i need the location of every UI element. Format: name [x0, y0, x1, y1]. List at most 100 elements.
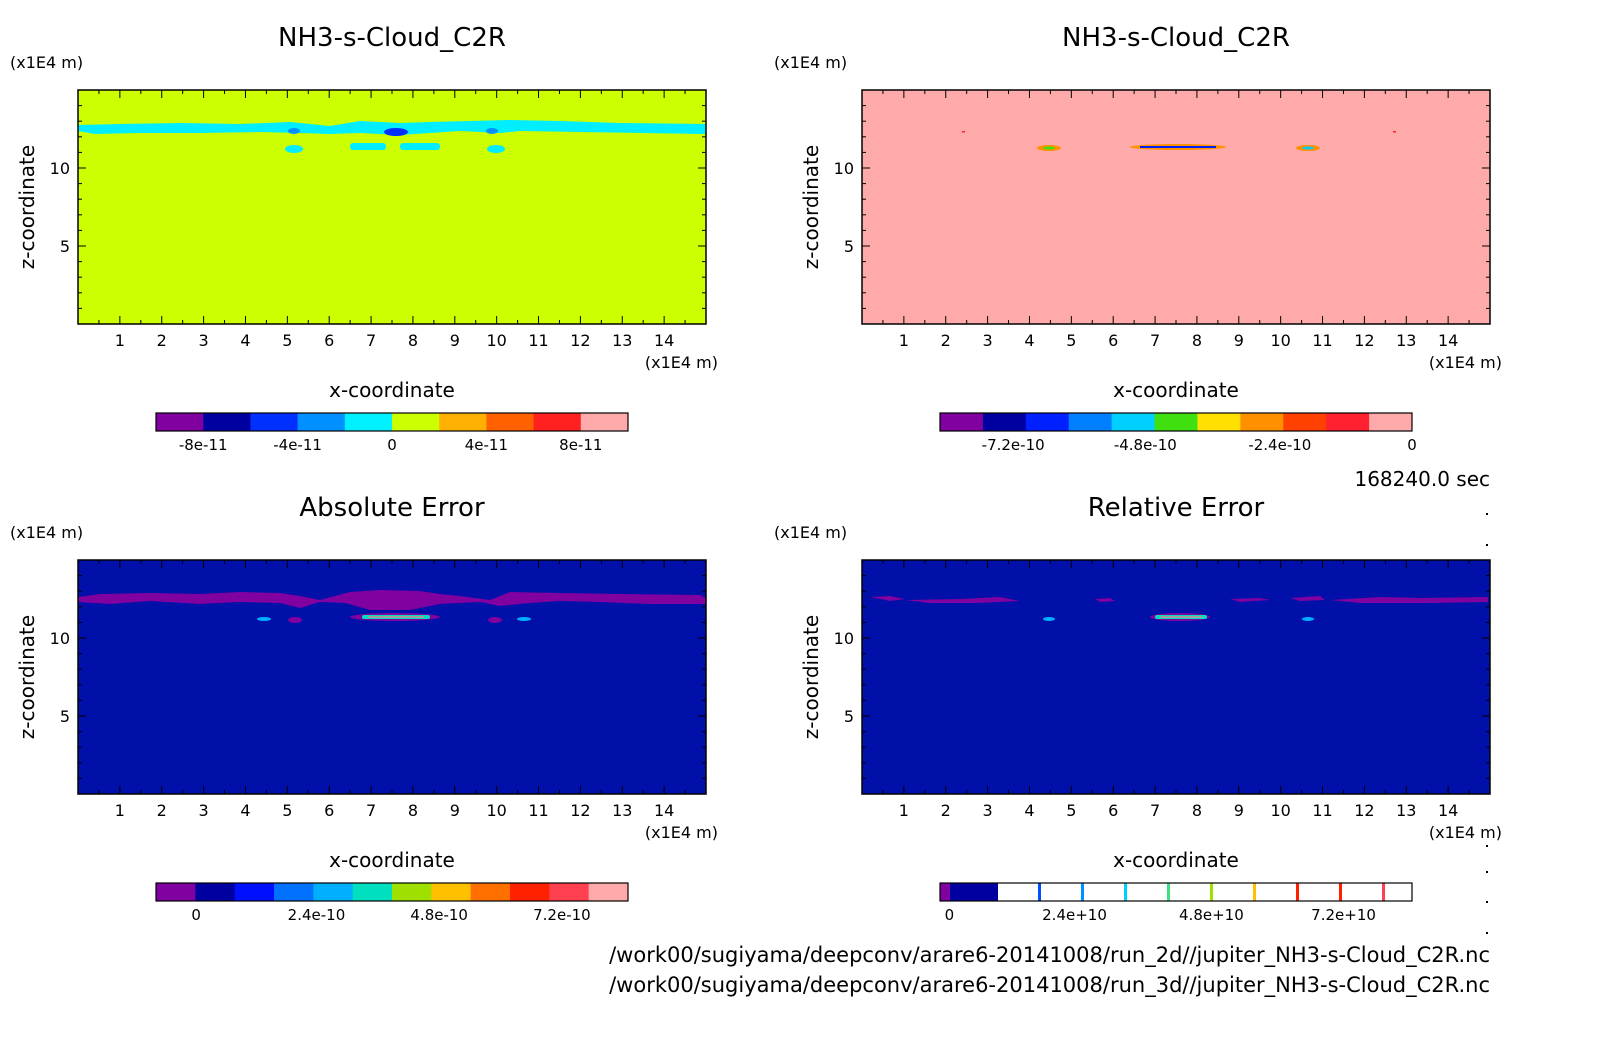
cloud-band-features	[962, 131, 1396, 151]
x-tick-label: 6	[1108, 801, 1118, 820]
margin-dots	[1486, 513, 1488, 934]
colorbar-cell	[313, 883, 354, 901]
file-path-run-3d: /work00/sugiyama/deepconv/arare6-2014100…	[609, 973, 1490, 998]
colorbar-label: 4.8e-10	[410, 906, 468, 924]
colorbar-label: 2.4e+10	[1042, 906, 1107, 924]
colorbar: 0 2.4e-10 4.8e-10 7.2e-10	[155, 882, 629, 924]
colorbar-cell	[950, 883, 998, 901]
x-tick-label: 11	[1312, 331, 1332, 350]
colorbar-label: -8e-11	[179, 436, 228, 454]
colorbar-cell	[1369, 413, 1413, 431]
colorbar-cell	[588, 883, 629, 901]
colorbar: -7.2e-10 -4.8e-10 -2.4e-10 0	[939, 412, 1417, 454]
x-tick-label: 4	[240, 331, 250, 350]
x-tick-label: 12	[1354, 331, 1374, 350]
colorbar-cell	[470, 883, 511, 901]
colorbar-label: -4.8e-10	[1114, 436, 1177, 454]
colorbar-tick-color	[1253, 883, 1256, 901]
colorbar-cell	[1111, 413, 1156, 431]
colorbar-frame	[939, 882, 1413, 902]
colorbar-label: 2.4e-10	[288, 906, 346, 924]
x-tick-label: 1	[899, 801, 909, 820]
x-tick-label: 6	[1108, 331, 1118, 350]
error-band-features	[870, 596, 1488, 621]
colorbar-cell	[250, 413, 299, 431]
x-tick-label: 7	[366, 801, 376, 820]
colorbar-tick-color	[1210, 883, 1213, 901]
x-tick-label: 9	[1234, 331, 1244, 350]
x-tick-label: 13	[612, 801, 632, 820]
colorbar-tick-color	[1339, 883, 1342, 901]
x-axis-label: x-coordinate	[1113, 848, 1239, 872]
panel-title: Absolute Error	[299, 493, 485, 523]
time-label: 168240.0 sec	[1354, 467, 1490, 491]
panel-nh3-top-left: NH3-s-Cloud_C2R (x1E4 m) 1 2 3 4 5 6 7 8 9 10 11 12…	[10, 23, 718, 454]
colorbar-cell	[156, 413, 204, 431]
colorbar-label: 7.2e-10	[533, 906, 591, 924]
colorbar-cell	[580, 413, 629, 431]
colorbar-cell	[982, 413, 1027, 431]
x-tick-label: 3	[983, 331, 993, 350]
x-tick-label: 2	[157, 331, 167, 350]
x-tick-label: 14	[1438, 331, 1458, 350]
x-axis-label: x-coordinate	[329, 848, 455, 872]
colorbar-cell	[940, 883, 950, 901]
x-tick-label: 13	[1396, 801, 1416, 820]
colorbar-cell	[1068, 413, 1113, 431]
panel-nh3-top-right: NH3-s-Cloud_C2R (x1E4 m) 1 2 3 4 5 6 7 8 9 10 11 12…	[774, 23, 1502, 454]
y-unit-label: (x1E4 m)	[774, 523, 847, 542]
x-tick-label: 7	[1150, 801, 1160, 820]
x-unit-label: (x1E4 m)	[1429, 823, 1502, 842]
x-tick-label: 1	[115, 801, 125, 820]
x-tick-label: 11	[1312, 801, 1332, 820]
plot-area	[862, 90, 1490, 324]
cloud-band-features	[78, 120, 706, 153]
colorbar-cell	[297, 413, 346, 431]
x-tick-label: 14	[654, 331, 674, 350]
y-axis-label: z-coordinate	[15, 145, 39, 269]
colorbar-cell	[940, 413, 984, 431]
x-tick-label: 11	[528, 801, 548, 820]
x-tick-label: 9	[1234, 801, 1244, 820]
colorbar-cell	[203, 413, 251, 431]
colorbar-label: 4e-11	[465, 436, 508, 454]
x-tick-label: 4	[1024, 331, 1034, 350]
colorbar-cell	[1326, 413, 1370, 431]
colorbar-cell	[940, 883, 1412, 901]
colorbar-label: -7.2e-10	[982, 436, 1045, 454]
x-tick-label: 4	[1024, 801, 1034, 820]
x-unit-label: (x1E4 m)	[645, 823, 718, 842]
x-tick-label: 3	[199, 801, 209, 820]
colorbar-tick-color	[1382, 883, 1385, 901]
panel-absolute-error: Absolute Error (x1E4 m) 1 2 3 4 5 6 7 8 9 10 11 12 1…	[10, 493, 718, 924]
y-unit-label: (x1E4 m)	[10, 523, 83, 542]
y-tick-label: 10	[50, 629, 70, 648]
x-axis-label: x-coordinate	[329, 378, 455, 402]
colorbar-cell	[1154, 413, 1198, 431]
x-tick-label: 13	[612, 331, 632, 350]
panel-title: NH3-s-Cloud_C2R	[278, 23, 506, 53]
colorbar-tick-color	[1167, 883, 1170, 901]
y-tick-label: 5	[844, 707, 854, 726]
x-tick-label: 1	[899, 331, 909, 350]
y-unit-label: (x1E4 m)	[774, 53, 847, 72]
colorbar-label: -4e-11	[273, 436, 322, 454]
x-tick-label: 7	[1150, 331, 1160, 350]
colorbar-cell	[510, 883, 550, 901]
y-tick-label: 10	[50, 159, 70, 178]
colorbar-label: 0	[191, 906, 201, 924]
x-tick-label: 8	[408, 801, 418, 820]
x-tick-label: 10	[486, 801, 506, 820]
x-tick-label: 5	[282, 801, 292, 820]
x-tick-label: 10	[1270, 801, 1290, 820]
y-axis-label: z-coordinate	[15, 615, 39, 739]
x-tick-label: 2	[941, 801, 951, 820]
colorbar-cell	[439, 413, 487, 431]
colorbar-label: 7.2e+10	[1311, 906, 1376, 924]
x-tick-label: 6	[324, 331, 334, 350]
colorbar-cell	[234, 883, 275, 901]
